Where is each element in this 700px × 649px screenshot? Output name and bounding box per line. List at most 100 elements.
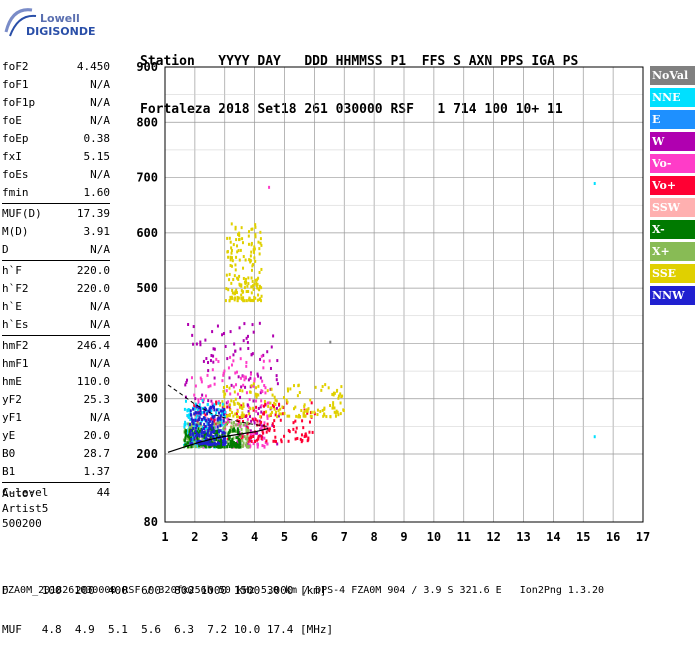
echo-point-nnw [202, 430, 205, 434]
echo-point-sse [341, 394, 344, 398]
echo-point-nne [218, 419, 221, 423]
echo-point-sse [234, 296, 237, 300]
echo-point-x [240, 427, 243, 431]
echo-point-nnw [222, 413, 225, 417]
x-tick-label: 10 [427, 530, 441, 544]
echo-point-w [276, 442, 279, 446]
echo-point-vo [252, 432, 255, 436]
echo-point-sse [247, 282, 250, 286]
echo-point-sse [257, 293, 260, 297]
echo-point-x [185, 443, 188, 447]
echo-point-vo [224, 427, 227, 431]
echo-points [182, 181, 596, 449]
echo-point-vo [272, 405, 275, 409]
echo-point-nnw [207, 409, 210, 413]
echo-point-nne [223, 410, 226, 414]
echo-point-w [211, 330, 214, 334]
echo-point-vo [306, 439, 309, 443]
echo-point-vo [226, 437, 229, 441]
echo-point-vo [229, 392, 232, 396]
echo-point-nnw [192, 427, 195, 431]
param-row: M(D) 3.91 [2, 223, 110, 241]
echo-point-vo [264, 391, 267, 395]
echo-point-nnw [222, 442, 225, 446]
echo-point-x [198, 437, 201, 441]
param-value: N/A [90, 78, 110, 91]
echo-point-nne [186, 408, 189, 412]
echo-point-sse [229, 264, 232, 268]
echo-point-vo [274, 413, 277, 417]
echo-point-w [248, 414, 251, 418]
echo-point-sse [268, 414, 271, 418]
echo-point-vo [211, 368, 214, 372]
echo-point-x [246, 421, 249, 425]
echo-point-sse [253, 247, 256, 251]
echo-point-sse [230, 256, 233, 260]
echo-point-sse [254, 278, 257, 282]
echo-point-w [258, 419, 261, 423]
param-name: B0 [2, 447, 16, 460]
echo-point-sse [258, 271, 261, 275]
echo-point-sse [222, 385, 225, 389]
echo-point-nnw [190, 429, 193, 433]
echo-point-nnw [201, 434, 204, 438]
param-name: foF2 [2, 60, 29, 73]
echo-point-vo [311, 430, 314, 434]
echo-point-sse [337, 394, 340, 398]
legend-item-noval: NoVal [650, 66, 695, 85]
echo-point-sse [249, 298, 252, 302]
echo-point-vo [226, 405, 229, 409]
echo-point-nnw [189, 433, 192, 437]
echo-point-x [188, 430, 191, 434]
echo-point-x [228, 436, 231, 440]
echo-point-sse [234, 268, 237, 272]
echo-point-w [270, 345, 273, 349]
echo-point-w [225, 401, 228, 405]
echo-point-x [238, 441, 241, 445]
echo-point-sse [259, 241, 262, 245]
echo-point-nnw [204, 407, 207, 411]
echo-point-sse [285, 398, 288, 402]
echo-point-sse [222, 389, 225, 393]
echo-point-sse [230, 281, 233, 285]
echo-point-sse [321, 408, 324, 412]
echo-point-sse [238, 402, 241, 406]
echo-point-w [195, 342, 198, 346]
echo-point-sse [339, 412, 342, 416]
echo-point-vo [232, 359, 235, 363]
echo-point-nnw [196, 432, 199, 436]
echo-point-x [186, 441, 189, 445]
echo-point-sse [274, 398, 277, 402]
echo-point-sse [257, 240, 260, 244]
echo-point-nne [206, 402, 209, 406]
param-row: B1 1.37 [2, 463, 110, 481]
echo-point-x [196, 435, 199, 439]
echo-point-nnw [192, 433, 195, 437]
distance-row: D 100 200 400 600 800 1000 1500 3000 [km… [2, 584, 327, 597]
echo-point-vo [235, 412, 238, 416]
legend-item-sse: SSE [650, 264, 695, 283]
echo-point-sse [232, 400, 235, 404]
echo-point-vo [308, 430, 311, 434]
echo-point-sse [228, 412, 231, 416]
echo-point-nnw [211, 404, 214, 408]
echo-point-vo [250, 432, 253, 436]
param-value: N/A [90, 411, 110, 424]
echo-point-x [235, 423, 238, 427]
echo-point-nnw [198, 406, 201, 410]
echo-point-vo [245, 414, 248, 418]
echo-point-vo [264, 402, 267, 406]
echo-point-sse [270, 406, 273, 410]
echo-point-sse [248, 297, 251, 301]
echo-point-w [277, 414, 280, 418]
echo-point-x [198, 422, 201, 426]
y-tick-label: 900 [136, 60, 158, 74]
echo-point-x [232, 424, 235, 428]
y-tick-label: 800 [136, 115, 158, 129]
echo-point-sse [273, 401, 276, 405]
echo-point-vo [215, 357, 218, 361]
echo-point-vo [248, 437, 251, 441]
echo-point-nnw [190, 417, 193, 421]
echo-point-x [246, 438, 249, 442]
echo-point-nnw [201, 428, 204, 432]
